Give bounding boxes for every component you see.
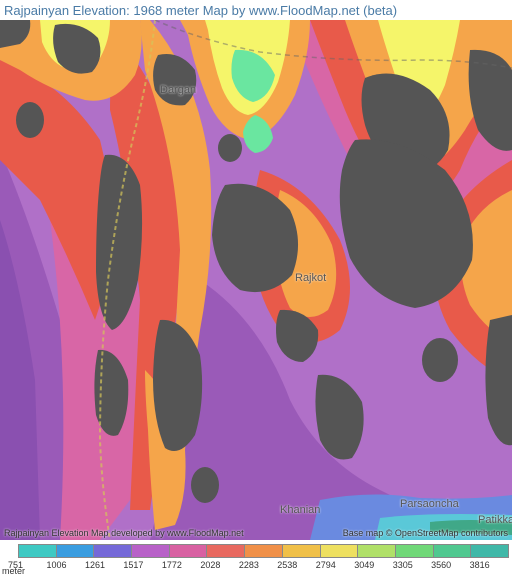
legend-value: 3305 bbox=[393, 560, 431, 570]
legend-labels: 7511006126115171772202822832538279430493… bbox=[8, 560, 508, 570]
page-title: Rajpainyan Elevation: 1968 meter Map by … bbox=[4, 3, 397, 18]
legend-value: 1772 bbox=[162, 560, 200, 570]
title-bar: Rajpainyan Elevation: 1968 meter Map by … bbox=[0, 0, 512, 20]
map-attribution-left: Rajpainyan Elevation Map developed by ww… bbox=[4, 528, 244, 538]
map-attribution-right: Base map © OpenStreetMap contributors bbox=[343, 528, 508, 538]
legend-value: 1261 bbox=[85, 560, 123, 570]
legend-swatch bbox=[93, 544, 132, 558]
legend-swatch bbox=[433, 544, 472, 558]
legend-value: 2283 bbox=[239, 560, 277, 570]
elevation-legend: meter 7511006126115171772202822832538279… bbox=[0, 540, 512, 582]
legend-swatch bbox=[320, 544, 359, 558]
legend-swatch bbox=[470, 544, 509, 558]
legend-value: 1006 bbox=[46, 560, 84, 570]
map-svg bbox=[0, 20, 512, 540]
legend-value: 2028 bbox=[200, 560, 238, 570]
legend-value: 2794 bbox=[316, 560, 354, 570]
legend-swatch bbox=[169, 544, 208, 558]
legend-swatch bbox=[282, 544, 321, 558]
legend-value: 3560 bbox=[431, 560, 469, 570]
map-container: Rajpainyan Elevation: 1968 meter Map by … bbox=[0, 0, 512, 582]
legend-swatch bbox=[357, 544, 396, 558]
legend-swatch bbox=[206, 544, 245, 558]
legend-value: 3816 bbox=[470, 560, 508, 570]
legend-swatch bbox=[131, 544, 170, 558]
legend-value: 2538 bbox=[277, 560, 315, 570]
legend-swatches bbox=[18, 544, 508, 558]
legend-swatch bbox=[56, 544, 95, 558]
legend-value: 1517 bbox=[123, 560, 161, 570]
legend-swatch bbox=[395, 544, 434, 558]
legend-swatch bbox=[244, 544, 283, 558]
legend-swatch bbox=[18, 544, 57, 558]
legend-unit: meter bbox=[2, 566, 25, 576]
legend-value: 3049 bbox=[354, 560, 392, 570]
elevation-map[interactable]: DarganRajkotKhanianParsaonchaPatikka Raj… bbox=[0, 20, 512, 540]
